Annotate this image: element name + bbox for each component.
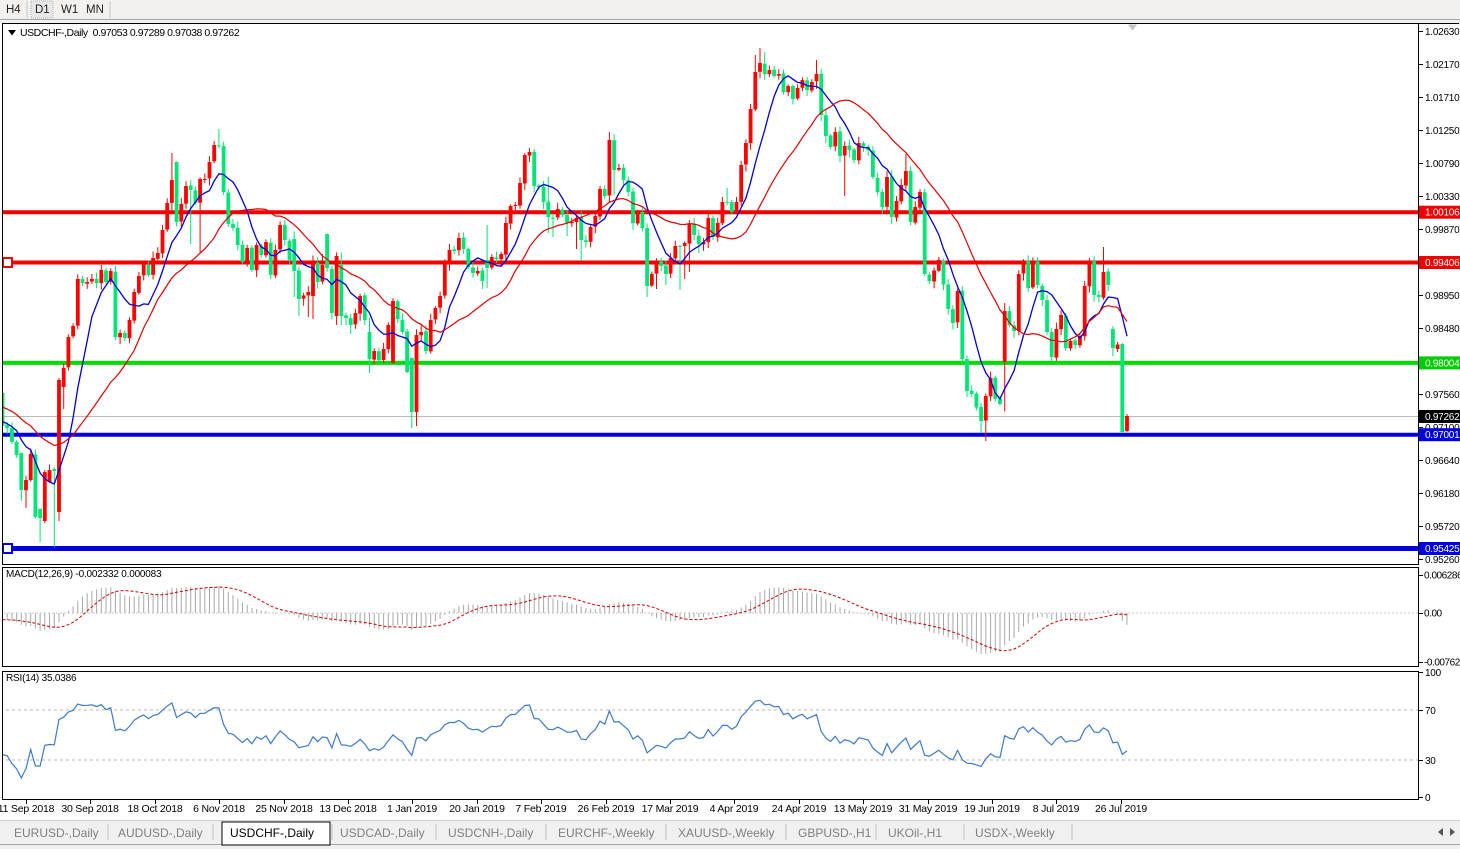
svg-text:26 Jul 2019: 26 Jul 2019 (1095, 803, 1147, 815)
svg-text:1.00106: 1.00106 (1425, 208, 1460, 219)
svg-text:GBPUSD-,H1: GBPUSD-,H1 (798, 826, 872, 840)
svg-text:13 May 2019: 13 May 2019 (834, 803, 893, 815)
svg-text:D1: D1 (35, 4, 50, 16)
svg-text:0.97001: 0.97001 (1425, 430, 1460, 441)
svg-text:6 Nov 2018: 6 Nov 2018 (193, 803, 245, 815)
svg-text:XAUUSD-,Weekly: XAUUSD-,Weekly (678, 826, 774, 840)
svg-text:0.99406: 0.99406 (1425, 258, 1460, 269)
svg-text:4 Apr 2019: 4 Apr 2019 (710, 803, 759, 815)
svg-text:1.01710: 1.01710 (1425, 93, 1460, 104)
svg-text:RSI(14) 35.0386: RSI(14) 35.0386 (6, 673, 77, 684)
svg-text:0: 0 (1425, 793, 1431, 804)
svg-text:70: 70 (1425, 706, 1436, 717)
svg-text:W1: W1 (61, 4, 78, 16)
svg-text:H4: H4 (6, 4, 21, 16)
svg-text:USDCAD-,Daily: USDCAD-,Daily (340, 826, 425, 840)
svg-text:1.02630: 1.02630 (1425, 27, 1460, 38)
svg-text:0.98480: 0.98480 (1425, 324, 1460, 335)
svg-text:MN: MN (86, 4, 104, 16)
svg-text:19 Jun 2019: 19 Jun 2019 (964, 803, 1020, 815)
svg-text:1.01250: 1.01250 (1425, 126, 1460, 137)
svg-text:100: 100 (1425, 668, 1442, 679)
svg-text:0.97262: 0.97262 (1425, 412, 1460, 423)
svg-text:13 Dec 2018: 13 Dec 2018 (319, 803, 377, 815)
svg-text:UKOil-,H1: UKOil-,H1 (888, 826, 942, 840)
svg-text:1.02170: 1.02170 (1425, 60, 1460, 71)
svg-text:0.95720: 0.95720 (1425, 522, 1460, 533)
svg-text:0.95425: 0.95425 (1425, 544, 1460, 555)
svg-text:17 Mar 2019: 17 Mar 2019 (642, 803, 699, 815)
svg-text:11 Sep 2018: 11 Sep 2018 (0, 803, 55, 815)
svg-text:0.98950: 0.98950 (1425, 291, 1460, 302)
svg-text:1 Jan 2019: 1 Jan 2019 (387, 803, 437, 815)
svg-text:30: 30 (1425, 756, 1436, 767)
svg-text:30 Sep 2018: 30 Sep 2018 (61, 803, 119, 815)
svg-text:0.98004: 0.98004 (1425, 358, 1460, 369)
svg-text:20 Jan 2019: 20 Jan 2019 (449, 803, 505, 815)
svg-text:0.96640: 0.96640 (1425, 456, 1460, 467)
svg-text:USDX-,Weekly: USDX-,Weekly (975, 826, 1055, 840)
svg-text:1.00790: 1.00790 (1425, 159, 1460, 170)
svg-text:EURUSD-,Daily: EURUSD-,Daily (14, 826, 99, 840)
svg-text:24 Apr 2019: 24 Apr 2019 (772, 803, 827, 815)
svg-text:EURCHF-,Weekly: EURCHF-,Weekly (558, 826, 654, 840)
svg-text:USDCHF-,Daily: USDCHF-,Daily (230, 826, 314, 840)
svg-text:8 Jul 2019: 8 Jul 2019 (1033, 803, 1080, 815)
svg-text:MACD(12,26,9) -0.002332 0.0000: MACD(12,26,9) -0.002332 0.000083 (6, 569, 162, 580)
svg-text:0.99870: 0.99870 (1425, 225, 1460, 236)
svg-text:USDCNH-,Daily: USDCNH-,Daily (448, 826, 533, 840)
svg-text:7 Feb 2019: 7 Feb 2019 (515, 803, 566, 815)
svg-text:18 Oct 2018: 18 Oct 2018 (127, 803, 182, 815)
svg-text:26 Feb 2019: 26 Feb 2019 (578, 803, 635, 815)
svg-text:USDCHF-,Daily 0.97053 0.97289: USDCHF-,Daily 0.97053 0.97289 0.97038 0.… (20, 27, 240, 39)
svg-text:0.006286: 0.006286 (1424, 571, 1460, 582)
svg-text:31 May 2019: 31 May 2019 (899, 803, 958, 815)
svg-text:AUDUSD-,Daily: AUDUSD-,Daily (118, 826, 203, 840)
svg-text:25 Nov 2018: 25 Nov 2018 (255, 803, 313, 815)
svg-text:0.96180: 0.96180 (1425, 489, 1460, 500)
svg-text:0.00: 0.00 (1424, 609, 1443, 620)
svg-text:-0.00762: -0.00762 (1424, 658, 1460, 669)
svg-text:1.00330: 1.00330 (1425, 192, 1460, 203)
svg-text:0.95260: 0.95260 (1425, 555, 1460, 566)
svg-text:0.97560: 0.97560 (1425, 390, 1460, 401)
